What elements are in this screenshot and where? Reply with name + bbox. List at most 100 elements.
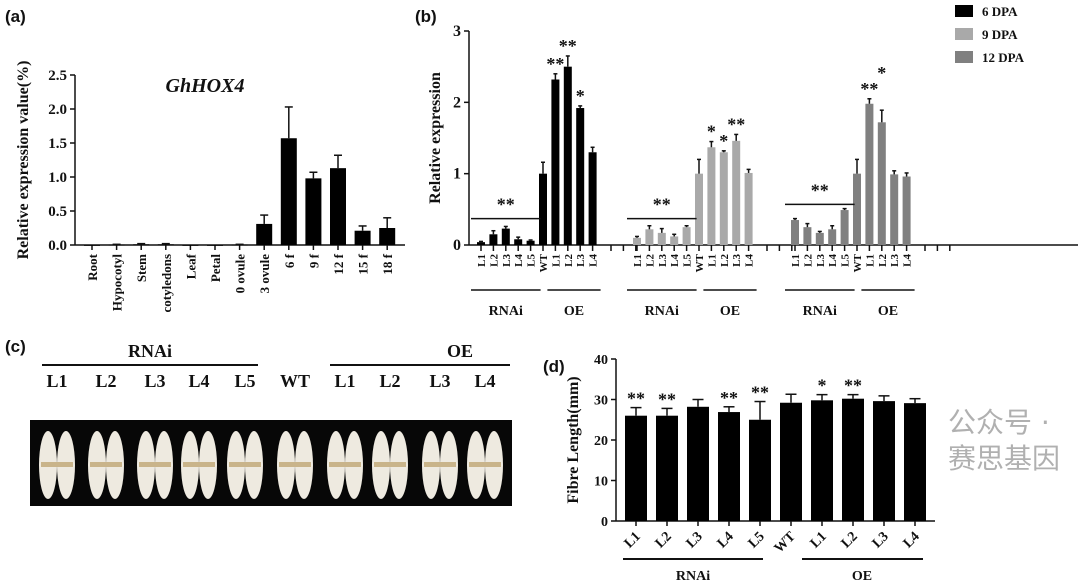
x-tick-label: L3 [731, 254, 743, 267]
column-label: L3 [144, 371, 165, 391]
bar [718, 412, 740, 521]
x-tick-label: L2 [839, 529, 861, 551]
x-tick-label: WT [852, 253, 864, 272]
y-tick-label: 30 [594, 394, 608, 409]
group-label: RNAi [676, 569, 710, 584]
y-tick-label: 0 [601, 515, 608, 530]
legend-label: 12 DPA [982, 50, 1025, 65]
bar [815, 232, 824, 245]
group-label: RNAi [803, 304, 837, 319]
x-tick-label: Leaf [183, 253, 198, 279]
y-axis-label: Relative expression value(%) [15, 61, 32, 260]
bar [890, 174, 899, 245]
group-label: OE [447, 341, 473, 361]
y-tick-label: 2.5 [48, 68, 67, 84]
y-axis-label: Fibre Length(mm) [565, 376, 582, 503]
x-tick-label: L4 [901, 529, 923, 551]
bar [749, 419, 771, 521]
legend-swatch [955, 51, 973, 63]
x-tick-label: 6 f [282, 253, 297, 268]
column-label: L2 [95, 371, 116, 391]
bar [840, 210, 849, 245]
x-tick-label: L2 [877, 254, 889, 267]
bar [877, 122, 886, 245]
x-tick-label: L4 [744, 254, 756, 267]
bar [489, 234, 498, 245]
y-tick-label: 40 [594, 353, 608, 368]
bar [732, 140, 741, 245]
bar [902, 176, 911, 245]
legend-swatch [955, 28, 973, 40]
x-tick-label: L5 [840, 254, 852, 267]
x-tick-label: L1 [622, 529, 644, 551]
x-tick-label: L3 [889, 254, 901, 267]
significance-marker: ** [844, 376, 862, 396]
x-tick-label: WT [772, 529, 800, 557]
bar [842, 398, 864, 521]
seed [424, 462, 456, 467]
bar [526, 240, 535, 245]
column-label: L1 [334, 371, 355, 391]
x-tick-label: 15 f [356, 253, 371, 274]
bar [354, 230, 371, 245]
x-tick-label: L5 [526, 254, 538, 267]
x-tick-label: L3 [870, 529, 892, 551]
y-tick-label: 10 [594, 475, 608, 490]
bar [563, 66, 572, 246]
significance-marker: ** [811, 180, 829, 200]
seed [374, 462, 406, 467]
significance-marker: ** [727, 114, 745, 134]
x-tick-label: WT [538, 253, 550, 272]
seed [41, 462, 73, 467]
bar [182, 245, 199, 246]
group-label: OE [878, 304, 898, 319]
bar [687, 406, 709, 521]
column-label: L2 [379, 371, 400, 391]
panel-label: (d) [543, 357, 565, 376]
group-label: RNAi [489, 304, 523, 319]
bar [539, 173, 547, 245]
bar [625, 415, 647, 521]
x-tick-label: L1 [476, 254, 488, 267]
panel-label: (c) [5, 337, 26, 356]
bar [780, 402, 802, 521]
bar [744, 172, 753, 245]
bar [707, 147, 716, 245]
bar [207, 245, 223, 246]
significance-marker: * [576, 86, 585, 106]
seed [90, 462, 122, 467]
y-tick-label: 0.5 [48, 204, 67, 220]
x-tick-label: L1 [706, 254, 718, 267]
bar [157, 244, 174, 246]
x-tick-label: L4 [669, 254, 681, 267]
y-tick-label: 1.0 [48, 170, 67, 186]
x-tick-label: 18 f [380, 253, 395, 274]
bar [695, 173, 703, 245]
panel-label: (b) [415, 7, 437, 26]
chart-title: GhHOX4 [166, 75, 245, 97]
x-tick-label: Hypocotyl [110, 254, 125, 311]
x-tick-label: L5 [746, 529, 768, 551]
x-tick-label: L4 [902, 254, 914, 267]
x-tick-label: L2 [563, 254, 575, 267]
group-label: RNAi [128, 341, 172, 361]
bar [514, 239, 523, 245]
x-tick-label: L3 [684, 529, 706, 551]
bar [551, 79, 560, 245]
y-axis-label: Relative expression [427, 72, 444, 204]
x-tick-label: 12 f [331, 253, 346, 274]
x-tick-label: L1 [790, 254, 802, 267]
x-tick-label: L2 [719, 254, 731, 267]
seed [229, 462, 261, 467]
x-tick-label: L3 [815, 254, 827, 267]
bar [670, 236, 679, 245]
significance-marker: ** [627, 389, 645, 409]
seed [183, 462, 215, 467]
significance-marker: * [719, 131, 728, 151]
column-label: L5 [234, 371, 255, 391]
bar [280, 138, 297, 245]
bar [645, 229, 654, 245]
y-tick-label: 2 [453, 94, 461, 111]
x-tick-label: 0 ovule [233, 254, 248, 294]
